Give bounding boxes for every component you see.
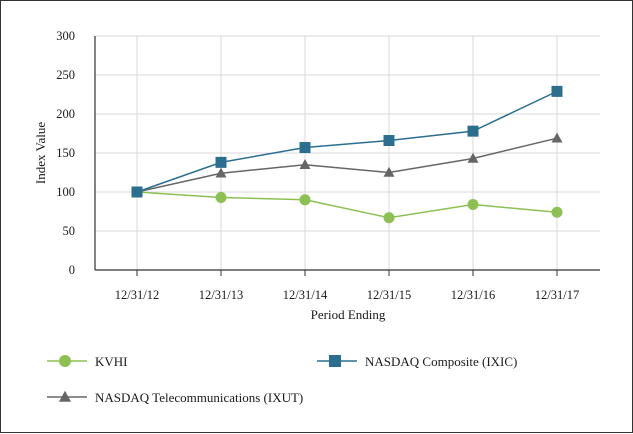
y-tick-label: 200 (56, 107, 75, 121)
legend-label: KVHI (95, 354, 128, 369)
grid-layer (95, 35, 600, 270)
legend-marker (329, 355, 341, 367)
data-point-nasdaq-composite-ixic (215, 156, 227, 168)
y-tick-label: 0 (69, 263, 75, 277)
legend-marker (58, 390, 72, 402)
series-layer (131, 85, 563, 224)
data-point-nasdaq-telecommunications-ixut (467, 152, 479, 163)
x-tick-label: 12/31/12 (115, 288, 159, 302)
legend-item-nasdaq-composite-ixic: NASDAQ Composite (IXIC) (317, 354, 517, 369)
x-tick-label: 12/31/13 (199, 288, 243, 302)
series-line-nasdaq-composite-ixic (136, 90, 558, 193)
axes-layer (94, 36, 600, 276)
data-point-nasdaq-composite-ixic (551, 85, 563, 97)
legend-label: NASDAQ Composite (IXIC) (365, 354, 517, 369)
data-point-kvhi (299, 194, 311, 206)
legend: KVHI NASDAQ Composite (IXIC) NASDAQ Teleco… (47, 354, 517, 405)
series-line-kvhi (136, 191, 558, 219)
legend-item-kvhi: KVHI (47, 354, 128, 369)
data-point-kvhi (215, 191, 227, 203)
data-point-nasdaq-telecommunications-ixut (383, 166, 395, 177)
x-tick-label: 12/31/14 (283, 288, 328, 302)
y-tick-label: 150 (56, 146, 75, 160)
y-tick-label: 100 (56, 185, 75, 199)
y-axis-title: Index Value (33, 122, 48, 184)
tick-labels: 0 50 100 150 200 250 300 12/31/12 12/31/13 12/31/… (56, 29, 579, 302)
data-point-nasdaq-composite-ixic (383, 135, 395, 147)
legend-label: NASDAQ Telecommunications (IXUT) (95, 390, 303, 405)
x-tick-label: 12/31/17 (535, 288, 579, 302)
legend-item-nasdaq-telecommunications-ixut: NASDAQ Telecommunications (IXUT) (47, 390, 303, 405)
data-point-nasdaq-telecommunications-ixut (215, 167, 227, 178)
x-tick-label: 12/31/16 (451, 288, 495, 302)
x-axis-title: Period Ending (311, 307, 386, 322)
data-point-nasdaq-composite-ixic (131, 186, 143, 198)
y-tick-label: 300 (56, 29, 75, 43)
legend-marker (59, 355, 71, 367)
series-line-nasdaq-telecommunications-ixut (136, 137, 558, 193)
x-tick-label: 12/31/15 (367, 288, 411, 302)
y-tick-label: 250 (56, 68, 75, 82)
data-point-kvhi (551, 206, 563, 218)
data-point-nasdaq-telecommunications-ixut (551, 132, 563, 143)
data-point-nasdaq-composite-ixic (467, 125, 479, 137)
data-point-nasdaq-telecommunications-ixut (299, 159, 311, 169)
y-tick-label: 50 (63, 224, 76, 238)
data-point-nasdaq-composite-ixic (299, 142, 311, 154)
data-point-kvhi (383, 212, 395, 224)
data-point-kvhi (467, 198, 479, 210)
